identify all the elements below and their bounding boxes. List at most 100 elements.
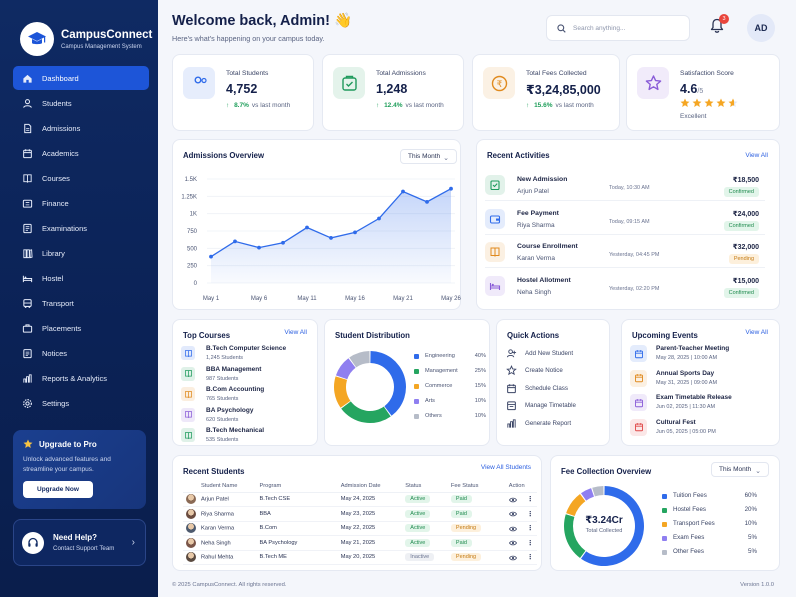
upgrade-description: Unlock advanced features and streamline … <box>23 456 111 473</box>
more-options-icon[interactable]: ⋮ <box>526 525 534 533</box>
quick-action-add-new-student[interactable]: Add New Student <box>506 346 596 360</box>
stat-trend-note: vs last month <box>405 102 444 109</box>
activity-title: New Admission <box>517 176 568 183</box>
user-avatar[interactable]: AD <box>747 14 775 42</box>
sidebar-item-examinations[interactable]: Examinations <box>13 216 149 240</box>
sidebar-item-label: Reports & Analytics <box>42 373 108 383</box>
distribution-legend-item: Commerce 15% <box>414 382 486 394</box>
sidebar-item-hostel[interactable]: Hostel <box>13 266 149 290</box>
courses-view-all-link[interactable]: View All <box>284 329 307 336</box>
search-bar[interactable]: Search anything... <box>546 15 690 41</box>
course-item[interactable]: B.Tech Mechanical 535 Students <box>181 425 309 445</box>
event-item[interactable]: Exam Timetable Release Jun 02, 2025 | 11:… <box>630 392 750 412</box>
admissions-period-value: This Month <box>408 153 441 160</box>
table-row[interactable]: Arjun Patel B.Tech CSE May 24, 2025 Active P… <box>183 492 537 507</box>
events-view-all-link[interactable]: View All <box>745 329 768 336</box>
satisfaction-card: Satisfaction Score 4.6/5 Excellent <box>626 54 780 131</box>
eye-icon[interactable] <box>508 555 517 561</box>
eye-icon[interactable] <box>508 497 517 503</box>
table-row[interactable]: Riya Sharma BBA May 23, 2025 Active Paid ⋮ <box>183 506 537 522</box>
eye-icon[interactable] <box>508 511 517 518</box>
fee-collection-title: Fee Collection Overview <box>561 467 652 476</box>
chevron-down-icon: ⌄ <box>443 155 449 162</box>
event-date: May 31, 2025 | 09:00 AM <box>656 379 718 386</box>
event-item[interactable]: Annual Sports Day May 31, 2025 | 09:00 AM <box>630 368 750 388</box>
more-options-icon[interactable]: ⋮ <box>526 496 534 504</box>
activity-row[interactable]: Hostel Allotment Neha Singh Yesterday, 02:… <box>485 270 765 302</box>
total-students-card: Total Students 4,752 ↑ 8.7% vs last month <box>172 54 314 131</box>
sidebar-item-academics[interactable]: Academics <box>13 141 149 165</box>
admission-icon <box>490 180 500 191</box>
distribution-title: Student Distribution <box>335 331 410 340</box>
table-row[interactable]: Neha Singh BA Psychology May 21, 2025 Activ… <box>183 535 537 551</box>
sidebar-item-notices[interactable]: Notices <box>13 341 149 365</box>
sidebar-item-label: Admissions <box>42 123 81 133</box>
student-name-cell: Arjun Patel <box>183 492 257 507</box>
fee-collection-chart <box>564 486 644 566</box>
admissions-period-select[interactable]: This Month ⌄ <box>400 149 457 164</box>
status-badge: Pending <box>728 254 759 264</box>
sidebar-item-dashboard[interactable]: Dashboard <box>13 66 149 90</box>
status-badge: Confirmed <box>723 287 759 298</box>
x-tick-label: May 26 <box>441 296 461 302</box>
eye-icon[interactable] <box>508 540 517 547</box>
sidebar-item-settings[interactable]: Settings <box>13 391 149 415</box>
course-item[interactable]: B.Tech Computer Science 1,245 Students <box>181 343 309 363</box>
activity-row[interactable]: New Admission Arjun Patel Today, 10:30 AM ₹… <box>485 169 765 201</box>
help-card[interactable]: Need Help? Contact Support Team › <box>13 519 146 566</box>
quick-action-create-notice[interactable]: Create Notice <box>506 364 596 378</box>
course-students: 620 Students <box>206 416 239 423</box>
course-icon <box>181 387 195 401</box>
notifications-button[interactable]: 3 <box>710 14 729 36</box>
sidebar-item-placements[interactable]: Placements <box>13 316 149 340</box>
sidebar-item-finance[interactable]: Finance <box>13 191 149 215</box>
more-options-icon[interactable]: ⋮ <box>526 510 534 518</box>
table-row[interactable]: Rahul Mehta B.Tech ME May 20, 2025 Inactive… <box>183 550 537 565</box>
star-icon <box>716 98 726 107</box>
more-options-icon[interactable]: ⋮ <box>526 539 534 547</box>
course-item[interactable]: BBA Management 987 Students <box>181 364 309 384</box>
book-icon <box>184 390 192 398</box>
quick-action-generate-report[interactable]: Generate Report <box>506 416 596 430</box>
search-input[interactable]: Search anything... <box>573 24 626 32</box>
document-icon <box>23 123 31 133</box>
table-row[interactable]: Karan Verma B.Com May 22, 2025 Active Pendin… <box>183 521 537 536</box>
fee-status-badge: Pending <box>450 524 482 533</box>
legend-label: Hostel Fees <box>673 506 707 513</box>
course-item[interactable]: B.Com Accounting 765 Students <box>181 384 309 404</box>
fee-legend-item: Tuition Fees 60% <box>662 491 757 503</box>
upgrade-now-button[interactable]: Upgrade Now <box>23 481 93 498</box>
admissions-point <box>449 186 453 191</box>
quick-action-label: Manage Timetable <box>525 402 576 409</box>
footer-copyright: © 2025 CampusConnect. All rights reserve… <box>172 582 287 588</box>
activity-row[interactable]: Course Enrollment Karan Verma Yesterday, 0… <box>485 236 765 268</box>
fee-status-cell: Pending <box>447 550 506 565</box>
briefcase-icon <box>333 67 365 99</box>
fee-period-select[interactable]: This Month ⌄ <box>711 462 769 477</box>
x-tick-label: May 6 <box>251 296 268 302</box>
course-icon <box>181 366 195 381</box>
quick-action-manage-timetable[interactable]: Manage Timetable <box>506 399 596 413</box>
sidebar-item-transport[interactable]: Transport <box>13 291 149 315</box>
activity-row[interactable]: Fee Payment Riya Sharma Today, 09:15 AM ₹24… <box>485 203 765 235</box>
sidebar-item-reports-analytics[interactable]: Reports & Analytics <box>13 366 149 390</box>
activities-view-all-link[interactable]: View All <box>745 152 768 159</box>
sidebar-item-courses[interactable]: Courses <box>13 166 149 190</box>
quick-action-schedule-class[interactable]: Schedule Class <box>506 381 596 395</box>
event-item[interactable]: Cultural Fest Jun 05, 2025 | 05:00 PM <box>630 417 750 437</box>
event-item[interactable]: Parent-Teacher Meeting May 28, 2025 | 10:… <box>630 343 750 363</box>
course-icon <box>181 428 195 442</box>
more-options-icon[interactable]: ⋮ <box>526 554 534 562</box>
view-all-students-link[interactable]: View All Students <box>480 464 531 471</box>
arrow-up-icon: ↑ <box>526 102 532 109</box>
book-icon <box>21 172 33 184</box>
stat-trend-value: 15.6% <box>534 102 553 109</box>
course-item[interactable]: BA Psychology 620 Students <box>181 405 309 425</box>
admissions-title: Admissions Overview <box>183 151 265 160</box>
quick-actions-title: Quick Actions <box>507 331 560 340</box>
event-calendar-icon <box>630 418 647 436</box>
eye-icon[interactable] <box>508 526 517 532</box>
sidebar-item-students[interactable]: Students <box>13 91 149 115</box>
sidebar-item-admissions[interactable]: Admissions <box>13 116 149 140</box>
sidebar-item-library[interactable]: Library <box>13 241 149 265</box>
